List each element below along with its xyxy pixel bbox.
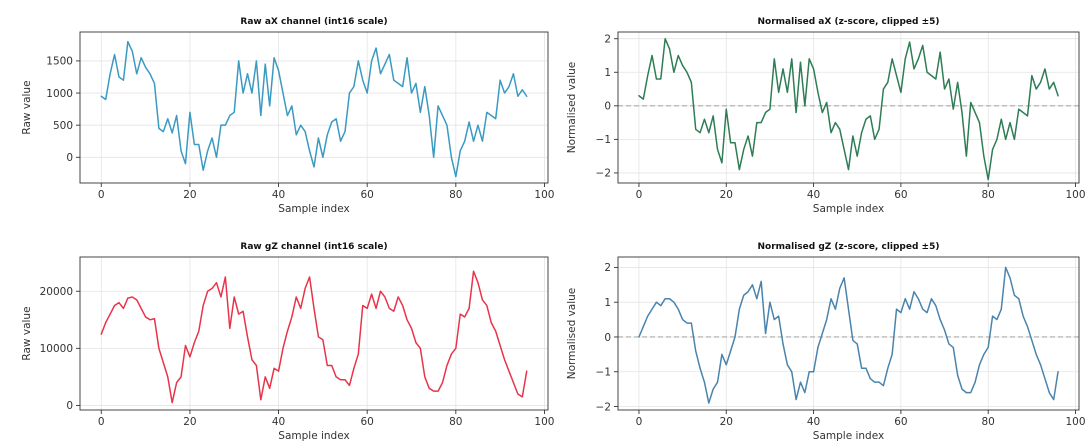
series-line	[638, 37, 1059, 181]
y-tick-label: 2	[604, 34, 611, 46]
y-tick-label: −2	[596, 401, 611, 413]
y-tick-label: −1	[596, 134, 611, 146]
y-tick-label: 500	[53, 120, 73, 132]
series-line	[638, 266, 1059, 404]
y-axis-label: Normalised value	[566, 62, 578, 154]
x-tick-label: 80	[982, 189, 995, 201]
x-axis-label: Sample index	[278, 203, 349, 215]
plot-frame	[79, 31, 549, 184]
y-tick-label: −2	[596, 168, 611, 180]
y-tick-label: 10000	[40, 343, 73, 355]
x-axis-label: Sample index	[813, 430, 884, 442]
x-tick-label: 100	[534, 416, 554, 428]
y-tick-label: 1	[604, 297, 611, 309]
x-tick-label: 80	[982, 416, 995, 428]
y-tick-label: −1	[596, 367, 611, 379]
y-tick-label: 20000	[40, 286, 73, 298]
y-axis-label: Normalised value	[566, 288, 578, 380]
x-tick-label: 100	[1065, 416, 1085, 428]
y-tick-label: 0	[604, 332, 611, 344]
chart-title: Raw aX channel (int16 scale)	[240, 17, 387, 27]
x-tick-label: 60	[360, 189, 373, 201]
x-tick-label: 100	[1065, 189, 1085, 201]
series-line	[100, 40, 528, 178]
y-axis-label: Raw value	[21, 80, 33, 134]
chart-title: Raw gZ channel (int16 scale)	[240, 242, 387, 252]
x-axis-label: Sample index	[278, 430, 349, 442]
panel-normalised-gz: 0 20 40 60 80 100 −2 −1 0 1 2 Normalised gZ (z-scor…	[566, 242, 1086, 442]
y-tick-label: 1	[604, 67, 611, 79]
x-tick-label: 20	[183, 189, 196, 201]
x-tick-label: 40	[807, 189, 820, 201]
chart-title: Normalised aX (z-score, clipped ±5)	[758, 17, 940, 27]
x-tick-label: 0	[98, 189, 105, 201]
plot-frame	[617, 31, 1080, 184]
y-axis-label: Raw value	[21, 306, 33, 360]
x-tick-label: 60	[894, 416, 907, 428]
x-tick-label: 20	[183, 416, 196, 428]
x-tick-label: 0	[636, 416, 643, 428]
y-tick-label: 0	[66, 400, 73, 412]
y-tick-label: 2	[604, 262, 611, 274]
panel-raw-gz: 0 20 40 60 80 100 0 10000 20000 Raw gZ channel (i…	[21, 242, 554, 442]
plot-frame	[79, 256, 549, 411]
panel-normalised-ax: 0 20 40 60 80 100 −2 −1 0 1 2 Normalised aX (z-scor…	[566, 17, 1086, 215]
x-tick-label: 20	[720, 416, 733, 428]
x-tick-label: 40	[272, 189, 285, 201]
chart-title: Normalised gZ (z-score, clipped ±5)	[758, 242, 940, 252]
x-tick-label: 40	[807, 416, 820, 428]
x-tick-label: 40	[272, 416, 285, 428]
y-tick-label: 1000	[46, 88, 73, 100]
x-tick-label: 0	[636, 189, 643, 201]
x-tick-label: 0	[98, 416, 105, 428]
y-tick-label: 0	[604, 101, 611, 113]
x-tick-label: 60	[360, 416, 373, 428]
x-tick-label: 20	[720, 189, 733, 201]
series-line	[100, 270, 528, 404]
x-axis-label: Sample index	[813, 203, 884, 215]
x-tick-label: 60	[894, 189, 907, 201]
y-tick-label: 1500	[46, 56, 73, 68]
plot-frame	[617, 256, 1080, 411]
x-tick-label: 80	[449, 416, 462, 428]
x-tick-label: 80	[449, 189, 462, 201]
x-tick-label: 100	[534, 189, 554, 201]
y-tick-label: 0	[66, 152, 73, 164]
